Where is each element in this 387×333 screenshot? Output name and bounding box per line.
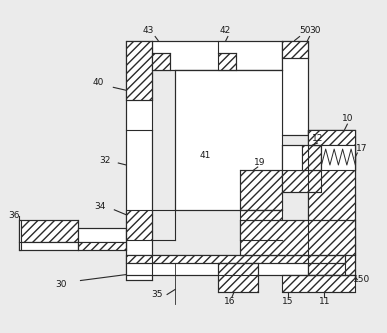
Text: 10: 10 [342,114,353,123]
Text: 17: 17 [356,144,367,153]
Bar [282,41,308,59]
Text: 30: 30 [310,26,321,35]
Bar [282,170,322,192]
Bar [126,255,345,274]
Bar [152,54,170,70]
Text: 30: 30 [55,280,66,289]
Text: 32: 32 [100,156,111,165]
Bar [79,228,126,242]
Bar [308,130,355,274]
Bar [282,41,308,135]
Bar [152,41,282,70]
Text: 50: 50 [299,26,310,35]
Text: 34: 34 [95,202,106,211]
Text: 43: 43 [142,26,154,35]
Bar [126,255,345,263]
Text: 36: 36 [9,211,20,220]
Text: 16: 16 [224,297,236,306]
Bar [301,145,322,170]
Bar [282,145,301,170]
Bar [19,242,79,250]
Bar [19,220,21,250]
Bar [322,145,355,170]
Text: 11: 11 [319,297,330,306]
Text: 12: 12 [312,134,323,143]
Text: 15: 15 [282,297,293,306]
Bar [282,274,355,292]
Text: 40: 40 [93,78,104,87]
Text: 35: 35 [151,290,163,299]
Bar [126,210,152,240]
Bar [175,70,282,210]
Bar [79,242,126,250]
Bar [308,130,355,274]
Bar [240,220,355,255]
Bar [218,263,258,292]
Bar [218,54,236,70]
Text: 150: 150 [353,275,370,284]
Bar [240,170,282,210]
Bar [126,41,152,100]
Bar [308,130,355,145]
Text: 42: 42 [219,26,231,35]
Text: 19: 19 [254,158,265,166]
Bar [126,41,152,279]
Bar [240,210,282,240]
Bar [19,220,79,242]
Text: 41: 41 [199,151,211,160]
